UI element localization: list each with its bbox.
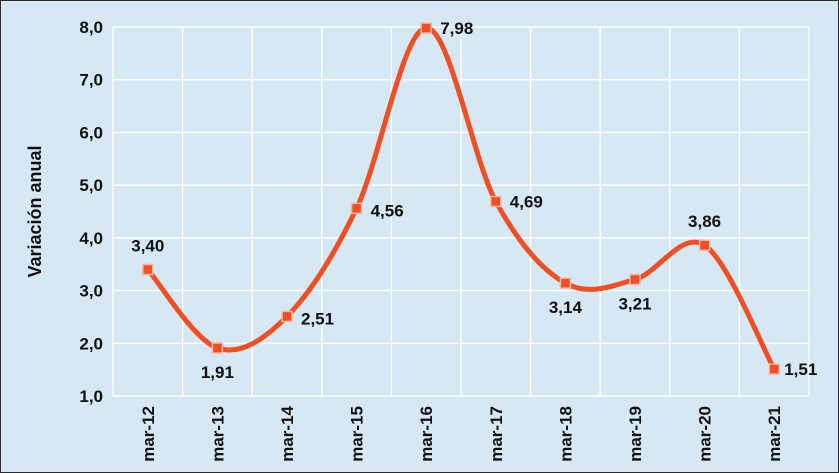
data-label: 1,51 bbox=[784, 360, 817, 379]
x-tick-label: mar-12 bbox=[139, 406, 158, 462]
data-label: 4,56 bbox=[371, 201, 404, 220]
data-labels: 3,40 1,91 2,51 4,56 7,98 4,69 3,14 3,21 3,86 1,51 bbox=[131, 19, 817, 382]
y-tick-label: 4,0 bbox=[79, 229, 103, 248]
data-label: 3,14 bbox=[549, 298, 583, 317]
series-layer bbox=[142, 22, 780, 375]
data-point-marker bbox=[768, 363, 780, 375]
y-tick-label: 6,0 bbox=[79, 123, 103, 142]
gridlines bbox=[112, 26, 810, 397]
data-point-marker bbox=[211, 342, 224, 354]
y-tick-label: 8,0 bbox=[79, 18, 103, 37]
y-tick-label: 1,0 bbox=[79, 387, 103, 406]
data-point-marker bbox=[420, 22, 432, 34]
y-tick-label: 3,0 bbox=[79, 282, 103, 301]
y-tick-label: 2,0 bbox=[79, 334, 103, 353]
y-axis-ticks: 1,0 2,0 3,0 4,0 5,0 6,0 7,0 8,0 bbox=[79, 18, 103, 406]
data-label: 3,21 bbox=[618, 295, 651, 314]
x-tick-label: mar-17 bbox=[487, 406, 506, 462]
x-tick-label: mar-19 bbox=[626, 406, 645, 462]
data-label: 1,91 bbox=[201, 363, 234, 382]
x-tick-label: mar-21 bbox=[765, 406, 784, 462]
data-point-marker bbox=[490, 195, 502, 208]
x-tick-label: mar-20 bbox=[696, 406, 715, 462]
y-tick-label: 7,0 bbox=[79, 71, 103, 90]
x-axis-ticks: mar-12 mar-13 mar-14 mar-15 mar-16 mar-17 mar-… bbox=[139, 405, 784, 461]
x-tick-label: mar-16 bbox=[417, 406, 436, 462]
data-label: 3,86 bbox=[688, 212, 721, 231]
data-point-marker bbox=[142, 263, 154, 276]
x-tick-label: mar-13 bbox=[208, 406, 227, 462]
data-label: 2,51 bbox=[301, 309, 334, 328]
series-line bbox=[145, 25, 777, 372]
data-point-marker bbox=[350, 202, 363, 215]
x-tick-label: mar-18 bbox=[556, 406, 575, 462]
x-tick-label: mar-14 bbox=[278, 405, 297, 461]
data-point-marker bbox=[559, 277, 572, 289]
x-tick-label: mar-15 bbox=[348, 406, 367, 462]
data-point-marker bbox=[281, 310, 293, 323]
y-tick-label: 5,0 bbox=[79, 176, 103, 195]
data-label: 7,98 bbox=[440, 19, 473, 38]
data-point-marker bbox=[698, 239, 711, 251]
data-label: 3,40 bbox=[131, 236, 164, 255]
data-label: 4,69 bbox=[510, 192, 543, 211]
data-point-marker bbox=[629, 273, 641, 286]
y-axis-title: Variación anual bbox=[25, 145, 45, 277]
